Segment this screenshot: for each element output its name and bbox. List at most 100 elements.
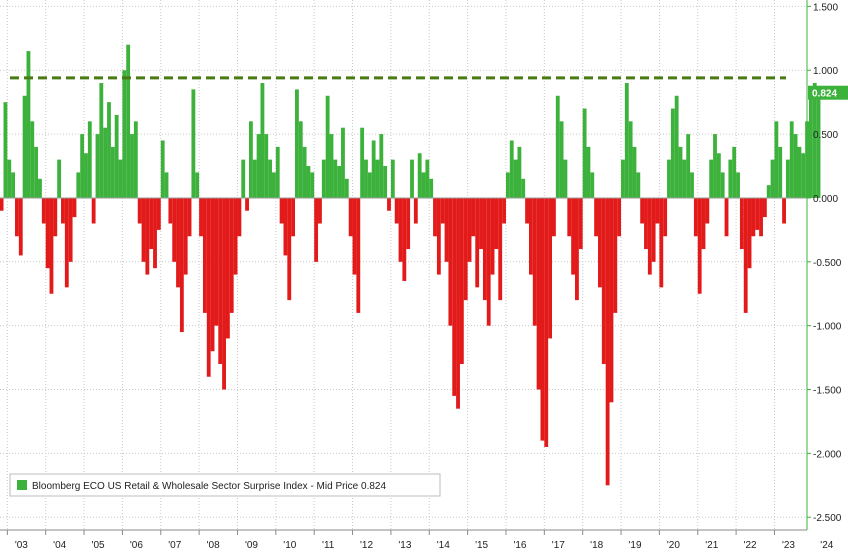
bar	[149, 197, 154, 250]
bar	[444, 197, 449, 262]
bar	[663, 197, 668, 237]
x-axis-ticks: '03 '04 '05 '06 '07 '08 '09 '10 '11 '12 '13 '14 '15 '…	[6, 530, 834, 551]
bar	[521, 178, 526, 198]
bar	[690, 172, 694, 198]
bar	[126, 44, 131, 198]
x-tick-label: '09	[245, 540, 258, 551]
bar	[482, 197, 487, 301]
bar	[237, 197, 242, 237]
bar	[674, 95, 679, 198]
bar	[713, 134, 717, 198]
x-tick-label: '10	[283, 540, 296, 551]
bar	[736, 172, 740, 198]
bar	[812, 83, 817, 198]
bar-series	[0, 44, 821, 486]
x-tick-label: '03	[15, 540, 28, 551]
bar	[559, 121, 564, 198]
bar	[563, 159, 568, 198]
bar	[0, 197, 4, 211]
bar	[318, 197, 322, 224]
bar	[156, 197, 161, 230]
x-tick-label: '19	[629, 540, 642, 551]
bar	[84, 153, 88, 198]
bar	[325, 95, 330, 198]
bar	[387, 197, 391, 211]
bar	[770, 159, 775, 198]
bar	[732, 146, 737, 198]
bar	[536, 197, 541, 390]
bar	[724, 197, 729, 237]
bar	[341, 127, 345, 198]
bar	[133, 121, 138, 198]
bar	[448, 197, 453, 326]
bar	[598, 197, 602, 288]
bar	[80, 134, 85, 198]
bar	[199, 197, 203, 237]
bar	[517, 146, 522, 198]
bar	[739, 197, 744, 250]
bar	[337, 166, 342, 198]
y-tick-label: 1.000	[813, 66, 838, 77]
bar	[191, 89, 196, 198]
x-tick-label: '15	[475, 540, 488, 551]
bar	[160, 140, 165, 198]
bar	[202, 197, 207, 313]
bar	[816, 92, 821, 198]
bar	[659, 197, 664, 288]
bar	[486, 197, 491, 326]
bar	[774, 121, 779, 198]
bar	[145, 197, 150, 275]
bar	[99, 83, 104, 198]
bar	[440, 197, 445, 224]
bar	[571, 197, 576, 275]
bar	[122, 70, 127, 198]
bar	[778, 146, 783, 198]
bar	[801, 153, 806, 198]
bar	[406, 197, 411, 250]
bar	[87, 121, 92, 198]
x-tick-label: '17	[552, 540, 565, 551]
bar	[348, 197, 353, 237]
bar	[283, 197, 288, 256]
bar	[34, 146, 39, 198]
bar	[110, 146, 115, 198]
bar	[682, 159, 687, 198]
bar	[697, 197, 702, 294]
bar	[678, 146, 683, 198]
bar	[344, 178, 349, 198]
bar	[628, 121, 633, 198]
bar	[329, 134, 334, 198]
bar	[168, 197, 173, 224]
bar	[471, 197, 476, 237]
bar	[613, 197, 618, 313]
bar	[26, 51, 31, 198]
x-tick-label: '12	[360, 540, 373, 551]
bar	[321, 159, 326, 198]
bar	[475, 197, 480, 288]
bar	[705, 197, 710, 224]
bar	[176, 197, 180, 288]
bar	[552, 197, 556, 237]
bar	[793, 134, 798, 198]
bar	[632, 146, 637, 198]
bar	[229, 197, 234, 313]
bar	[605, 197, 610, 486]
bar	[505, 172, 510, 198]
bar	[686, 134, 691, 198]
bar	[45, 197, 50, 269]
bar	[766, 185, 771, 198]
bar	[693, 197, 698, 237]
bar	[502, 197, 506, 224]
bar	[670, 108, 675, 198]
last-value-badge: 0.824	[808, 85, 848, 100]
bar	[272, 172, 276, 198]
bar	[494, 197, 499, 250]
x-tick-label: '18	[590, 540, 603, 551]
bar	[314, 197, 319, 262]
bar	[18, 197, 23, 256]
x-tick-label: '05	[92, 540, 105, 551]
y-axis-ticks: 1.500 1.000 0.500 0.000 -0.500 -1.000 -1.500 -2…	[807, 2, 842, 524]
bar	[621, 159, 625, 198]
bar	[498, 197, 503, 301]
